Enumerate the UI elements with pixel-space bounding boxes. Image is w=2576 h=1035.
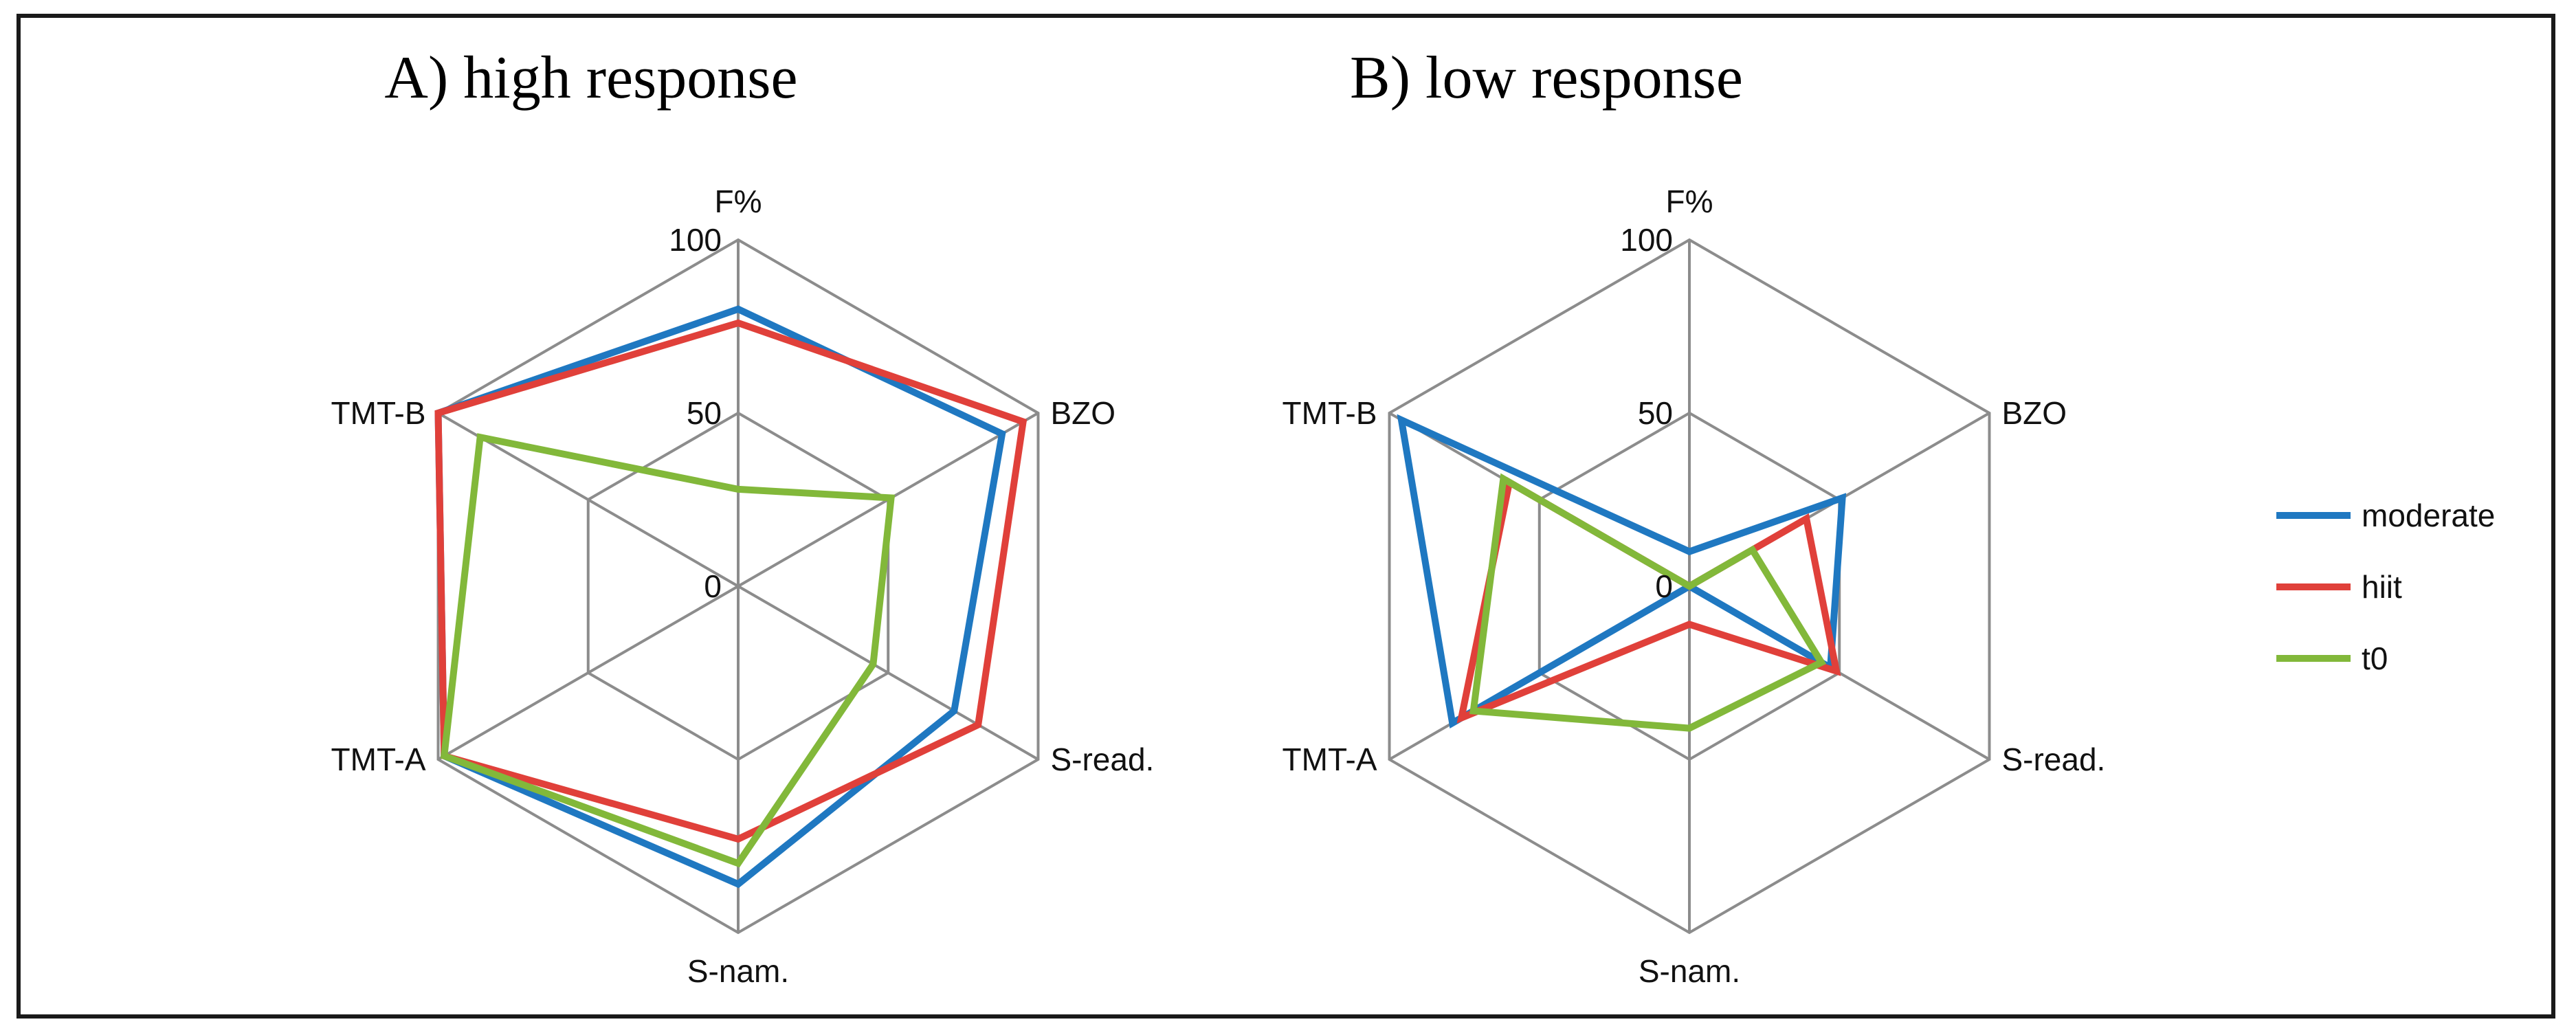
axis-label-f: F%	[715, 183, 762, 219]
tick-label-100: 100	[1620, 222, 1673, 258]
tick-label-50: 50	[1638, 395, 1673, 431]
legend: moderate hiit t0	[2276, 498, 2495, 676]
legend-item-moderate: moderate	[2276, 498, 2495, 533]
series-line-t0	[440, 433, 896, 868]
axis-label-tmt-a: TMT-A	[1283, 742, 1377, 777]
tick-label-50: 50	[687, 395, 722, 431]
axis-label-s-read: S-read.	[1050, 742, 1154, 777]
tick-label-100: 100	[669, 222, 722, 258]
tick-label-0: 0	[704, 568, 722, 604]
spoke-tmt-a	[437, 585, 739, 761]
axis-label-tmt-b: TMT-B	[331, 395, 426, 431]
axis-label-bzo: BZO	[2001, 395, 2067, 431]
legend-item-t0: t0	[2276, 641, 2388, 676]
tick-label-0: 0	[1655, 568, 1673, 604]
legend-label-hiit: hiit	[2362, 569, 2402, 605]
series-line-hiit	[434, 319, 1028, 843]
chart-title-b: B) low response	[1350, 45, 1743, 111]
axis-label-s-read: S-read.	[2001, 742, 2105, 777]
legend-item-hiit: hiit	[2276, 569, 2402, 605]
axis-label-s-nam: S-nam.	[687, 953, 789, 989]
axis-label-tmt-a: TMT-A	[331, 742, 426, 777]
axis-label-f: F%	[1666, 183, 1713, 219]
axis-label-bzo: BZO	[1050, 395, 1115, 431]
legend-label-t0: t0	[2362, 641, 2388, 676]
series-line-t0	[1469, 473, 1827, 732]
chart-title-a: A) high response	[384, 45, 797, 111]
axis-label-tmt-b: TMT-B	[1283, 395, 1377, 431]
spoke-s-read	[737, 585, 1039, 761]
legend-label-moderate: moderate	[2362, 498, 2495, 533]
axis-label-s-nam: S-nam.	[1639, 953, 1740, 989]
